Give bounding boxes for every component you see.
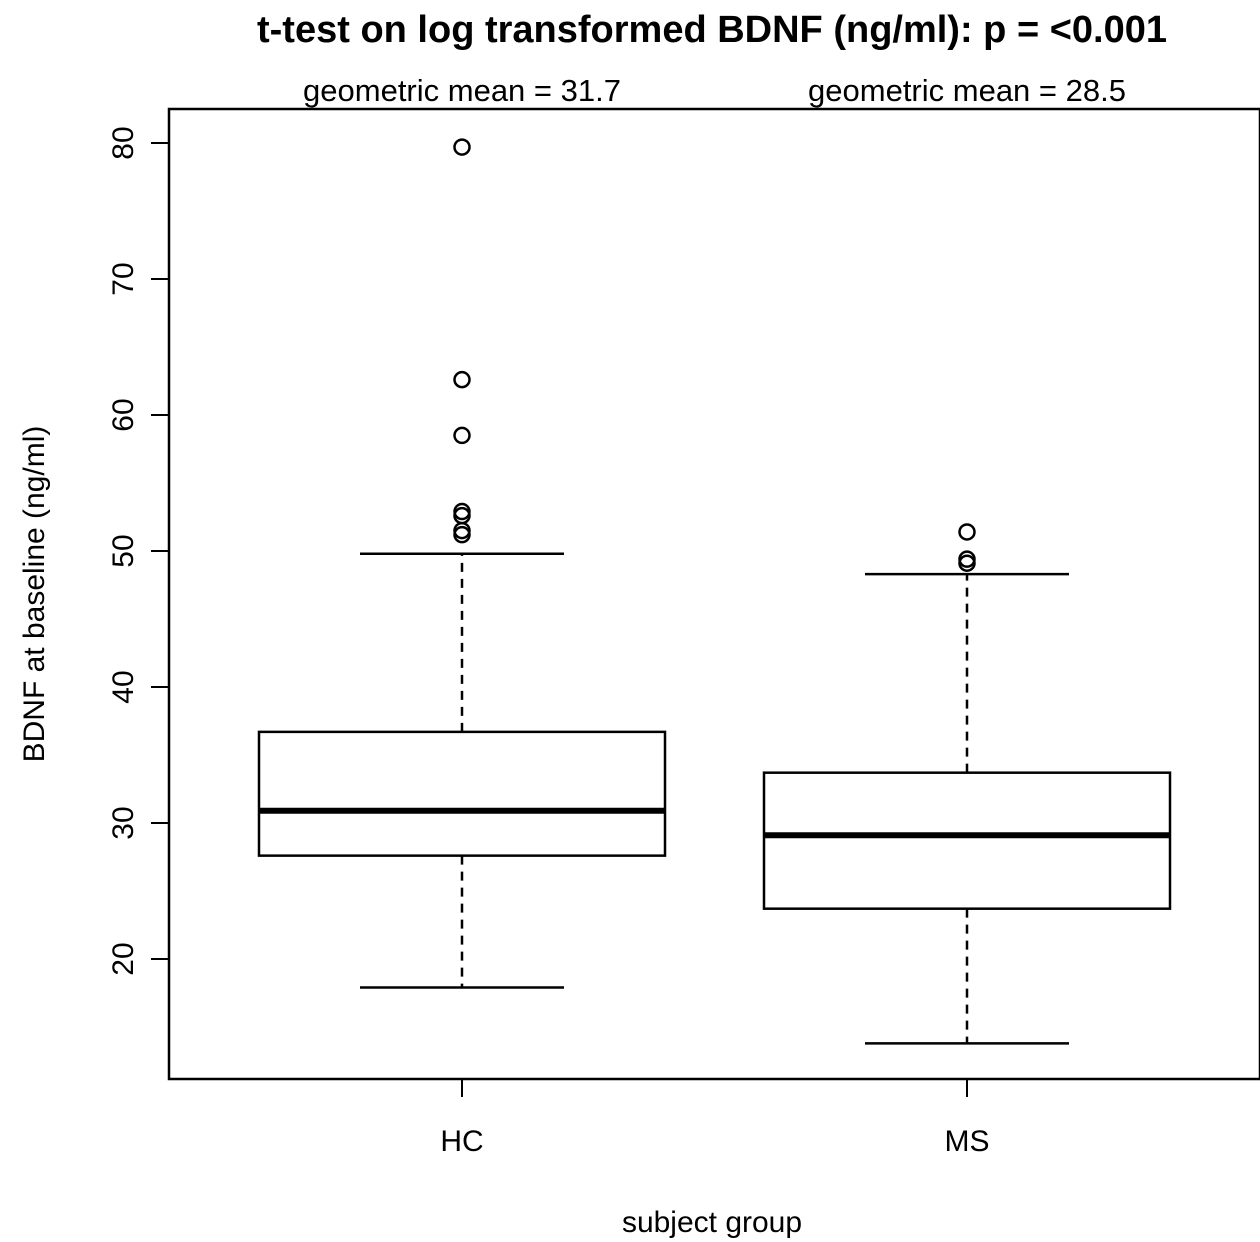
- geometric-mean-hc: geometric mean = 31.7: [303, 73, 621, 108]
- y-tick-label: 40: [107, 670, 140, 703]
- plot-area-frame: [167, 107, 1260, 1081]
- x-axis-label: subject group: [622, 1206, 802, 1239]
- box-ms: [762, 523, 1172, 1045]
- y-tick-label: 30: [107, 806, 140, 839]
- outlier-point: [453, 138, 471, 156]
- outlier-point: [453, 426, 471, 445]
- boxes-layer: [257, 138, 1172, 1045]
- y-axis-label: BDNF at baseline (ng/ml): [18, 426, 51, 763]
- y-tick-label: 70: [107, 262, 140, 295]
- box-hc: [257, 138, 667, 989]
- iqr-box: [257, 730, 667, 857]
- y-tick-label: 50: [107, 534, 140, 567]
- x-axis: HC MS: [440, 1079, 990, 1158]
- chart-title: t-test on log transformed BDNF (ng/ml): …: [257, 9, 1167, 51]
- y-axis: 20 30 40 50 60 70 80: [107, 126, 170, 976]
- geometric-mean-ms: geometric mean = 28.5: [808, 73, 1126, 108]
- outlier-point: [958, 523, 976, 541]
- x-tick-label: MS: [945, 1125, 990, 1158]
- outlier-point: [453, 502, 471, 521]
- outlier-point: [958, 550, 976, 568]
- iqr-box: [762, 771, 1172, 910]
- outlier-point: [453, 370, 471, 389]
- y-tick-label: 60: [107, 398, 140, 431]
- x-tick-label: HC: [440, 1125, 483, 1158]
- y-tick-label: 20: [107, 942, 140, 975]
- y-tick-label: 80: [107, 126, 140, 159]
